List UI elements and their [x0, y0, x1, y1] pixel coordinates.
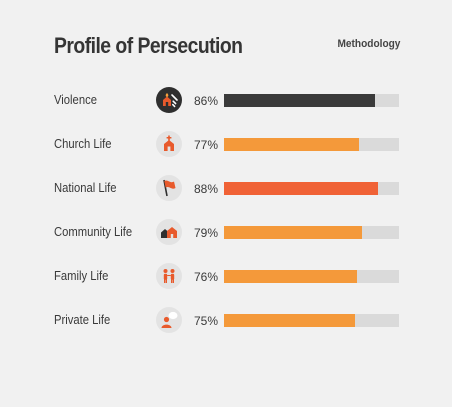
category-label: Private Life [54, 313, 111, 327]
bar-family-life [224, 270, 357, 283]
bar-row-private-life: Private Life 75% [54, 305, 400, 349]
community-house-icon [156, 219, 182, 245]
bar-national-life [224, 182, 378, 195]
value-label: 76% [194, 270, 219, 284]
bar-track [224, 314, 399, 327]
value-label: 75% [194, 314, 219, 328]
bar-track [224, 182, 399, 195]
family-icon [156, 263, 182, 289]
private-person-icon [156, 307, 182, 333]
chart-header: Profile of Persecution Methodology [54, 33, 400, 61]
bar-track [224, 226, 399, 239]
bar-row-national-life: National Life 88% [54, 173, 400, 217]
chart-title: Profile of Persecution [54, 33, 243, 58]
bar-track [224, 270, 399, 283]
flag-icon [156, 175, 182, 201]
bar-community-life [224, 226, 362, 239]
bar-private-life [224, 314, 355, 327]
value-label: 88% [194, 182, 219, 196]
value-label: 77% [194, 138, 219, 152]
category-label: Violence [54, 93, 97, 107]
category-label: Church Life [54, 137, 112, 151]
bar-violence [224, 94, 375, 107]
value-label: 79% [194, 226, 219, 240]
bar-row-community-life: Community Life 79% [54, 217, 400, 261]
value-label: 86% [194, 94, 219, 108]
methodology-link[interactable]: Methodology [337, 38, 400, 50]
bar-rows: Violence 86% Church Life 77% National Life 88… [54, 85, 400, 349]
category-label: Community Life [54, 225, 133, 239]
bar-track [224, 138, 399, 151]
category-label: Family Life [54, 269, 109, 283]
bar-row-family-life: Family Life 76% [54, 261, 400, 305]
church-icon [156, 131, 182, 157]
bar-row-violence: Violence 86% [54, 85, 400, 129]
bar-church-life [224, 138, 359, 151]
bar-row-church-life: Church Life 77% [54, 129, 400, 173]
bar-track [224, 94, 399, 107]
violence-fire-house-icon [156, 87, 182, 113]
category-label: National Life [54, 181, 117, 195]
